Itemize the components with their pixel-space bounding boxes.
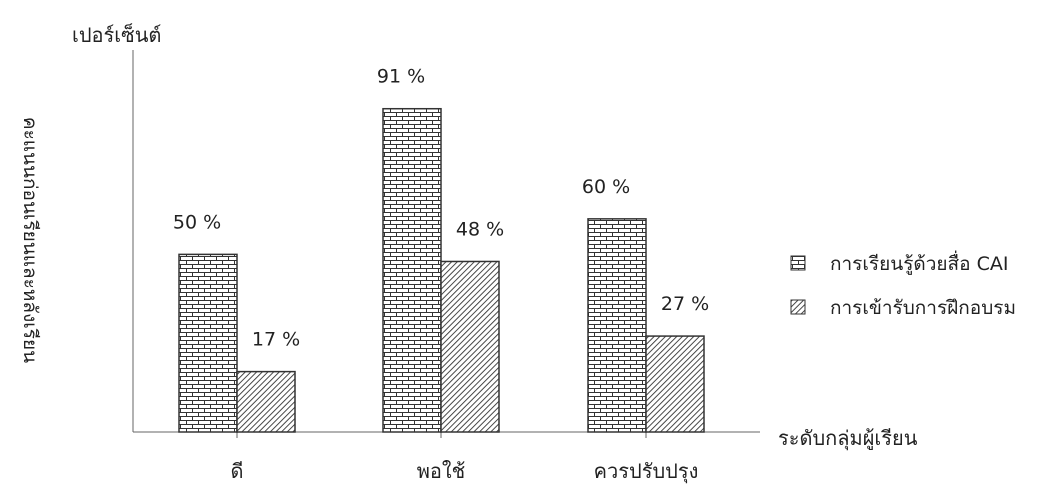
data-label: 48 % [456, 218, 504, 240]
category-label: พอใช้ [417, 459, 466, 483]
bar-cai [587, 218, 647, 433]
legend-label-training: การเข้ารับการฝึกอบรม [830, 297, 1016, 319]
legend-swatch-cai [790, 255, 806, 271]
bar-training [645, 335, 705, 433]
legend-swatch-training [790, 299, 806, 315]
legend: การเรียนรู้ด้วยสื่อ CAI การเข้ารับการฝึก… [790, 250, 1016, 319]
category-label: ดี [231, 459, 244, 483]
bar-training [236, 370, 296, 433]
bar-training [440, 260, 500, 433]
y-unit-label: เปอร์เซ็นต์ [72, 22, 161, 47]
data-label: 91 % [377, 66, 425, 88]
data-label: 60 % [582, 176, 630, 198]
bar-cai [382, 107, 442, 433]
y-axis-label: คะแนนก่อนเรียนและหลังเรียน [19, 117, 41, 363]
bar-cai [178, 253, 238, 433]
data-label: 27 % [661, 293, 709, 315]
data-label: 17 % [252, 329, 300, 351]
legend-label-cai: การเรียนรู้ด้วยสื่อ CAI [830, 250, 1008, 275]
category-label: ควรปรับปรุง [594, 459, 699, 484]
data-label: 50 % [173, 211, 221, 233]
x-axis-label: ระดับกลุ่มผู้เรียน [778, 426, 918, 451]
